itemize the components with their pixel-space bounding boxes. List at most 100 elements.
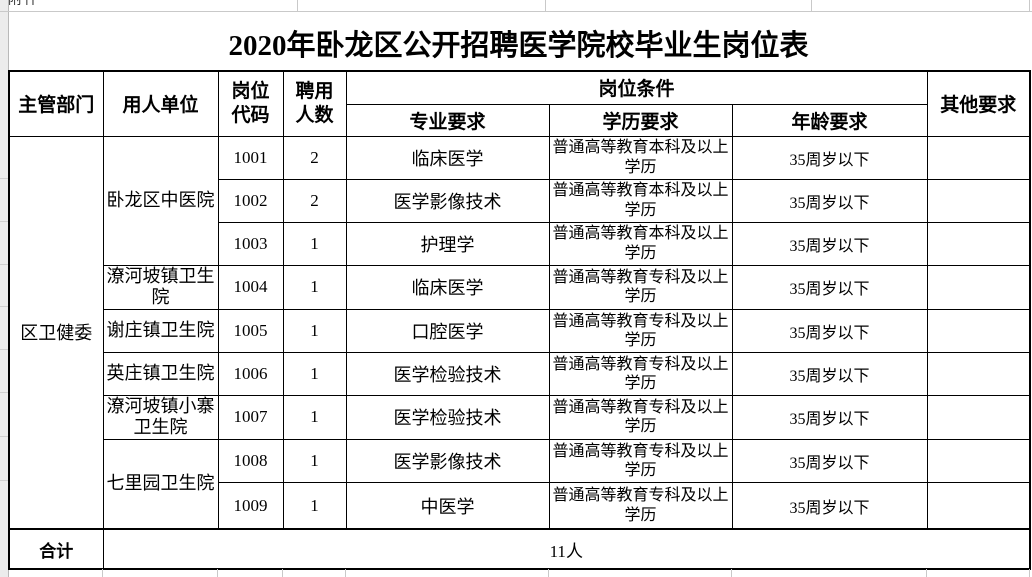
cell-education[interactable]: 普通高等教育本科及以上学历 [548, 178, 733, 223]
cell-other[interactable] [926, 135, 1031, 180]
cell-count[interactable]: 1 [282, 221, 347, 266]
cell-age[interactable]: 35周岁以下 [731, 351, 928, 396]
cell-age[interactable]: 35周岁以下 [731, 178, 928, 223]
sheet-left-margin [0, 0, 8, 577]
table-row: 区卫健委 卧龙区中医院 1001 2 临床医学 普通高等教育本科及以上学历 35… [8, 135, 1031, 530]
cell-other[interactable] [926, 394, 1031, 440]
cell-education[interactable]: 普通高等教育专科及以上学历 [548, 308, 733, 353]
cell-other[interactable] [926, 438, 1031, 483]
cell-count[interactable]: 1 [282, 308, 347, 353]
cell-other[interactable] [926, 481, 1031, 530]
col-header-age[interactable]: 年龄要求 [731, 103, 928, 137]
cell-age[interactable]: 35周岁以下 [731, 308, 928, 353]
sheet-gridline [102, 569, 103, 577]
cell-major[interactable]: 护理学 [345, 221, 550, 266]
cell-other[interactable] [926, 178, 1031, 223]
sheet-gridline [0, 306, 8, 307]
sheet-gridline [217, 569, 218, 577]
cell-code[interactable]: 1002 [217, 178, 284, 223]
cell-education[interactable]: 普通高等教育专科及以上学历 [548, 481, 733, 530]
col-header-count[interactable]: 聘用人数 [282, 70, 347, 137]
cell-count[interactable]: 2 [282, 135, 347, 180]
sheet-gridline [0, 349, 8, 350]
col-header-other[interactable]: 其他要求 [926, 70, 1031, 137]
total-value[interactable]: 11人 [102, 528, 1031, 570]
cell-count[interactable]: 1 [282, 394, 347, 440]
cell-age[interactable]: 35周岁以下 [731, 264, 928, 310]
cell-count[interactable]: 1 [282, 438, 347, 483]
sheet-gridline [548, 569, 549, 577]
sheet-gridline [297, 0, 298, 11]
cell-code[interactable]: 1006 [217, 351, 284, 396]
cell-education[interactable]: 普通高等教育专科及以上学历 [548, 438, 733, 483]
cell-education[interactable]: 普通高等教育本科及以上学历 [548, 221, 733, 266]
cell-major[interactable]: 医学检验技术 [345, 351, 550, 396]
sheet-gridline [926, 569, 927, 577]
cell-count[interactable]: 1 [282, 481, 347, 530]
clipped-attachment-label: 附件 [8, 0, 68, 5]
cell-unit[interactable]: 潦河坡镇卫生院 [102, 264, 219, 310]
table-row: 潦河坡镇卫生院 1004 1 临床医学 普通高等教育专科及以上学历 35周岁以下 [9, 264, 1031, 310]
cell-education[interactable]: 普通高等教育专科及以上学历 [548, 394, 733, 440]
cell-code[interactable]: 1001 [217, 135, 284, 180]
table-row: 谢庄镇卫生院 1005 1 口腔医学 普通高等教育专科及以上学历 35周岁以下 [9, 308, 1031, 353]
cell-major[interactable]: 临床医学 [345, 135, 550, 180]
cell-major[interactable]: 口腔医学 [345, 308, 550, 353]
cell-major[interactable]: 医学影像技术 [345, 178, 550, 223]
cell-other[interactable] [926, 351, 1031, 396]
cell-code[interactable]: 1003 [217, 221, 284, 266]
cell-other[interactable] [926, 308, 1031, 353]
sheet-gridline [0, 436, 8, 437]
cell-education[interactable]: 普通高等教育专科及以上学历 [548, 264, 733, 310]
table-row: 1003 1 护理学 普通高等教育本科及以上学历 35周岁以下 [9, 221, 1031, 266]
cell-other[interactable] [926, 221, 1031, 266]
sheet-gridline [282, 569, 283, 577]
cell-code[interactable]: 1009 [217, 481, 284, 530]
sheet-gridline [731, 569, 732, 577]
cell-code[interactable]: 1008 [217, 438, 284, 483]
cell-unit[interactable]: 卧龙区中医院 [102, 135, 219, 266]
sheet-gridline [0, 480, 8, 481]
total-row: 合计 11人 [8, 528, 1031, 570]
table-row: 1009 1 中医学 普通高等教育专科及以上学历 35周岁以下 [9, 481, 1031, 530]
cell-major[interactable]: 中医学 [345, 481, 550, 530]
cell-unit[interactable]: 谢庄镇卫生院 [102, 308, 219, 353]
cell-major[interactable]: 医学影像技术 [345, 438, 550, 483]
col-header-code[interactable]: 岗位代码 [217, 70, 284, 137]
cell-code[interactable]: 1005 [217, 308, 284, 353]
sheet-gridline [0, 11, 1032, 12]
table-row: 潦河坡镇小寨卫生院 1007 1 医学检验技术 普通高等教育专科及以上学历 35… [9, 394, 1031, 440]
cell-code[interactable]: 1007 [217, 394, 284, 440]
table-row: 英庄镇卫生院 1006 1 医学检验技术 普通高等教育专科及以上学历 35周岁以… [9, 351, 1031, 396]
table-row: 七里园卫生院 1008 1 医学影像技术 普通高等教育专科及以上学历 35周岁以… [9, 438, 1031, 530]
cell-major[interactable]: 医学检验技术 [345, 394, 550, 440]
cell-age[interactable]: 35周岁以下 [731, 438, 928, 483]
cell-education[interactable]: 普通高等教育本科及以上学历 [548, 135, 733, 180]
col-header-unit[interactable]: 用人单位 [102, 70, 219, 137]
cell-education[interactable]: 普通高等教育专科及以上学历 [548, 351, 733, 396]
col-header-education[interactable]: 学历要求 [548, 103, 733, 137]
cell-major[interactable]: 临床医学 [345, 264, 550, 310]
cell-count[interactable]: 1 [282, 264, 347, 310]
sheet-gridline [1029, 569, 1030, 577]
page-title: 2020年卧龙区公开招聘医学院校毕业生岗位表 [228, 30, 809, 62]
total-label[interactable]: 合计 [8, 528, 104, 570]
cell-unit[interactable]: 英庄镇卫生院 [102, 351, 219, 396]
sheet-gridline [545, 0, 546, 11]
col-header-dept[interactable]: 主管部门 [8, 70, 104, 137]
cell-other[interactable] [926, 264, 1031, 310]
cell-age[interactable]: 35周岁以下 [731, 135, 928, 180]
cell-code[interactable]: 1004 [217, 264, 284, 310]
cell-unit[interactable]: 七里园卫生院 [102, 438, 219, 530]
cell-count[interactable]: 2 [282, 178, 347, 223]
cell-dept[interactable]: 区卫健委 [8, 135, 104, 530]
col-header-major[interactable]: 专业要求 [345, 103, 550, 137]
cell-age[interactable]: 35周岁以下 [731, 481, 928, 530]
cell-age[interactable]: 35周岁以下 [731, 221, 928, 266]
recruitment-table: 主管部门 用人单位 岗位代码 聘用人数 岗位条件 其他要求 专业要求 学历要求 … [8, 70, 1032, 571]
cell-age[interactable]: 35周岁以下 [731, 394, 928, 440]
cell-unit[interactable]: 潦河坡镇小寨卫生院 [102, 394, 219, 440]
cell-count[interactable]: 1 [282, 351, 347, 396]
col-header-conditions[interactable]: 岗位条件 [345, 70, 928, 105]
